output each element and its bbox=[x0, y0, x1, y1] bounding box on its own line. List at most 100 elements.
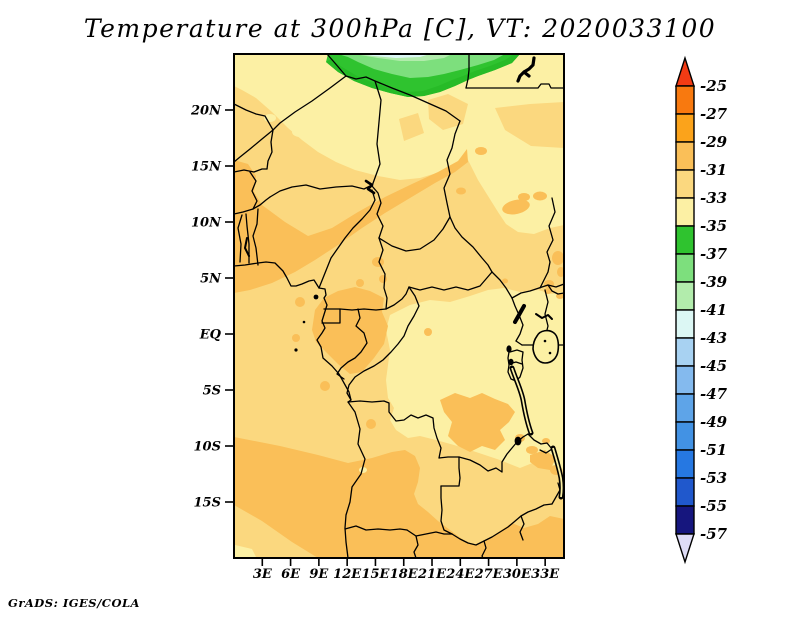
border-burkina-east bbox=[249, 171, 258, 210]
border-gabon-congo bbox=[336, 308, 368, 380]
colorbar-tick-label: -47 bbox=[700, 385, 728, 403]
border-mali-algeria bbox=[234, 103, 274, 131]
colorbar-tick-label: -25 bbox=[700, 77, 727, 95]
border-angola-zambia bbox=[440, 485, 453, 535]
colorbar-legend: -25 -27 -29 -31 -33 -35 -37 -39 -41 -43 -45 -47 -49 -… bbox=[675, 55, 728, 565]
border-kenya-ethiopia bbox=[547, 284, 564, 295]
shade-orange-sudan-patches bbox=[456, 147, 547, 215]
border-malawi-mozambique bbox=[551, 482, 561, 505]
border-libya-egypt bbox=[465, 54, 470, 89]
lon-tick-label: 24E bbox=[445, 567, 475, 582]
lon-tick-label: 3E bbox=[253, 567, 273, 582]
lat-tick-label: 5N bbox=[200, 272, 222, 287]
border-uganda-kenya bbox=[544, 289, 549, 335]
border-niger-chad bbox=[371, 80, 382, 187]
colorbar-bottom-triangle bbox=[675, 533, 695, 565]
grads-credit: GrADS: IGES/COLA bbox=[8, 596, 140, 610]
lon-tick-label: 15E bbox=[361, 567, 390, 582]
colorbar-tick-label: -41 bbox=[700, 301, 727, 319]
lake-nasser bbox=[516, 56, 536, 83]
colorbar-tick-label: -33 bbox=[700, 189, 727, 207]
border-benin-nigeria bbox=[252, 208, 259, 266]
colorbar-box bbox=[675, 421, 695, 451]
colorbar-tick-label: -49 bbox=[700, 413, 728, 431]
sao-tome-island bbox=[294, 348, 298, 352]
colorbar-box bbox=[675, 281, 695, 311]
lake-volta bbox=[244, 237, 250, 257]
temperature-shading bbox=[234, 54, 564, 558]
border-egypt-sudan bbox=[465, 83, 564, 89]
lake-edward bbox=[506, 345, 512, 353]
shade-orange-small-patches bbox=[292, 257, 432, 429]
lon-tick-label: 27E bbox=[474, 567, 504, 582]
lakes-layer bbox=[244, 56, 564, 500]
border-mali-burkina bbox=[234, 168, 268, 173]
border-rwanda-burundi bbox=[507, 340, 524, 382]
colorbar-box bbox=[675, 505, 695, 535]
colorbar-tick-label: -35 bbox=[700, 217, 727, 235]
lake-kivu bbox=[508, 358, 514, 366]
border-congo-drc bbox=[346, 286, 420, 401]
shade-tan-streak bbox=[399, 113, 424, 141]
colorbar-box bbox=[675, 85, 695, 115]
shade-green-light bbox=[338, 54, 505, 78]
border-car-sudan bbox=[449, 216, 493, 273]
colorbar-box bbox=[675, 309, 695, 339]
lat-tick-label: 10S bbox=[194, 440, 221, 455]
lon-tick-label: 12E bbox=[333, 567, 362, 582]
colorbar-box bbox=[675, 337, 695, 367]
border-burkina-south bbox=[234, 196, 271, 215]
border-niger-nigeria bbox=[269, 184, 371, 198]
lake-victoria bbox=[532, 329, 560, 364]
border-zambia-tanzania bbox=[527, 433, 553, 450]
lake-albert bbox=[513, 304, 526, 324]
coastline bbox=[234, 261, 366, 558]
border-zimbabwe-mozambique bbox=[519, 515, 525, 541]
border-cameroon-car bbox=[378, 237, 388, 310]
lake-chad bbox=[364, 179, 376, 195]
shade-tan-corner bbox=[234, 505, 318, 558]
colorbar-top-triangle bbox=[675, 55, 695, 87]
border-congo-car bbox=[385, 286, 410, 310]
colorbar-tick-label: -53 bbox=[700, 469, 727, 487]
lon-tick-label: 18E bbox=[390, 567, 419, 582]
country-borders bbox=[234, 54, 564, 558]
lat-tick-label: 20N bbox=[190, 104, 222, 119]
lon-tick-label: 33E bbox=[531, 567, 560, 582]
colorbar-box bbox=[675, 225, 695, 255]
border-togo-benin bbox=[245, 213, 250, 264]
colorbar-tick-label: -45 bbox=[700, 357, 727, 375]
border-namibia-botswana bbox=[413, 535, 419, 558]
border-chad-car bbox=[378, 216, 451, 252]
border-libya-niger-chad bbox=[345, 75, 461, 122]
shade-pale-speck bbox=[292, 127, 308, 137]
colorbar-tick-label: -37 bbox=[700, 245, 728, 263]
shade-orange-east-patches bbox=[502, 251, 564, 475]
colorbar-tick-label: -55 bbox=[700, 497, 727, 515]
colorbar-tick-label: -29 bbox=[700, 133, 728, 151]
border-eq-guinea bbox=[321, 308, 341, 324]
lake-malawi-inner bbox=[552, 447, 563, 498]
shade-tan-streak bbox=[495, 102, 564, 148]
lat-tick-label: 15N bbox=[191, 160, 222, 175]
border-ghana-togo bbox=[237, 214, 243, 263]
colorbar-tick-label: -43 bbox=[700, 329, 727, 347]
colorbar-box bbox=[675, 449, 695, 479]
lat-tick-label: 15S bbox=[194, 496, 221, 511]
lon-tick-label: 6E bbox=[281, 567, 301, 582]
lake-tanganyika-inner bbox=[511, 367, 532, 434]
border-algeria-libya bbox=[326, 54, 347, 77]
colorbar-box bbox=[675, 253, 695, 283]
shade-green-bright bbox=[326, 54, 520, 97]
shade-pale-north bbox=[234, 54, 564, 234]
border-angola-drc bbox=[347, 400, 461, 487]
lake-mweru bbox=[514, 436, 522, 446]
colorbar-box bbox=[675, 197, 695, 227]
lat-tick-label: 5S bbox=[203, 384, 221, 399]
border-chad-sudan bbox=[443, 120, 461, 218]
victoria-island-dot bbox=[548, 351, 552, 355]
shade-orange-south bbox=[234, 437, 564, 558]
colorbar-box bbox=[675, 141, 695, 171]
